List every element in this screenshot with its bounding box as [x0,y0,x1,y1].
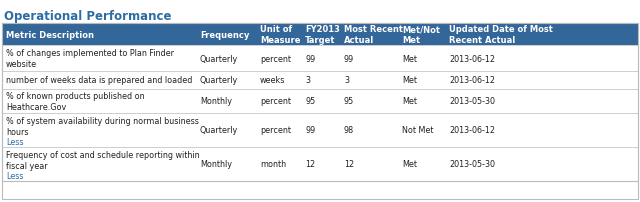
Text: Less: Less [6,138,24,147]
Text: percent: percent [260,54,291,63]
Text: Met/Not
Met: Met/Not Met [402,25,440,44]
Text: 2013-06-12: 2013-06-12 [449,54,495,63]
Text: 12: 12 [344,160,354,169]
Text: 99: 99 [344,54,355,63]
Text: Quarterly: Quarterly [200,76,238,85]
Text: Frequency of cost and schedule reporting within
fiscal year: Frequency of cost and schedule reporting… [6,150,200,170]
Text: Met: Met [402,54,417,63]
Text: percent: percent [260,126,291,135]
Text: 2013-06-12: 2013-06-12 [449,126,495,135]
Text: Quarterly: Quarterly [200,126,238,135]
Text: Met: Met [402,160,417,169]
Text: % of changes implemented to Plan Finder
website: % of changes implemented to Plan Finder … [6,49,174,68]
Text: Updated Date of Most
Recent Actual: Updated Date of Most Recent Actual [449,25,553,44]
Text: FY2013
Target: FY2013 Target [305,25,340,44]
Text: Metric Description: Metric Description [6,30,94,39]
Text: Met: Met [402,97,417,106]
Text: weeks: weeks [260,76,285,85]
Text: number of weeks data is prepared and loaded: number of weeks data is prepared and loa… [6,76,193,85]
Text: 99: 99 [305,54,316,63]
Text: 12: 12 [305,160,315,169]
Text: 99: 99 [305,126,316,135]
Text: 95: 95 [344,97,355,106]
Text: Unit of
Measure: Unit of Measure [260,25,301,44]
Text: 2013-06-12: 2013-06-12 [449,76,495,85]
Text: % of known products published on
Heathcare.Gov: % of known products published on Heathca… [6,92,145,111]
Text: 2013-05-30: 2013-05-30 [449,97,495,106]
Text: Monthly: Monthly [200,97,232,106]
Text: % of system availability during normal business
hours: % of system availability during normal b… [6,117,199,136]
Bar [2,24,638,46]
Text: Operational Performance: Operational Performance [4,10,172,23]
Text: Most Recent
Actual: Most Recent Actual [344,25,403,44]
Text: 95: 95 [305,97,316,106]
Text: 98: 98 [344,126,354,135]
Text: Quarterly: Quarterly [200,54,238,63]
Text: Met: Met [402,76,417,85]
Bar [2,24,638,199]
Text: Frequency: Frequency [200,30,250,39]
Text: month: month [260,160,286,169]
Text: Monthly: Monthly [200,160,232,169]
Text: 2013-05-30: 2013-05-30 [449,160,495,169]
Text: 3: 3 [344,76,349,85]
Text: Less: Less [6,172,24,181]
Bar [2,24,638,181]
Text: percent: percent [260,97,291,106]
Text: 3: 3 [305,76,310,85]
Text: Not Met: Not Met [402,126,433,135]
